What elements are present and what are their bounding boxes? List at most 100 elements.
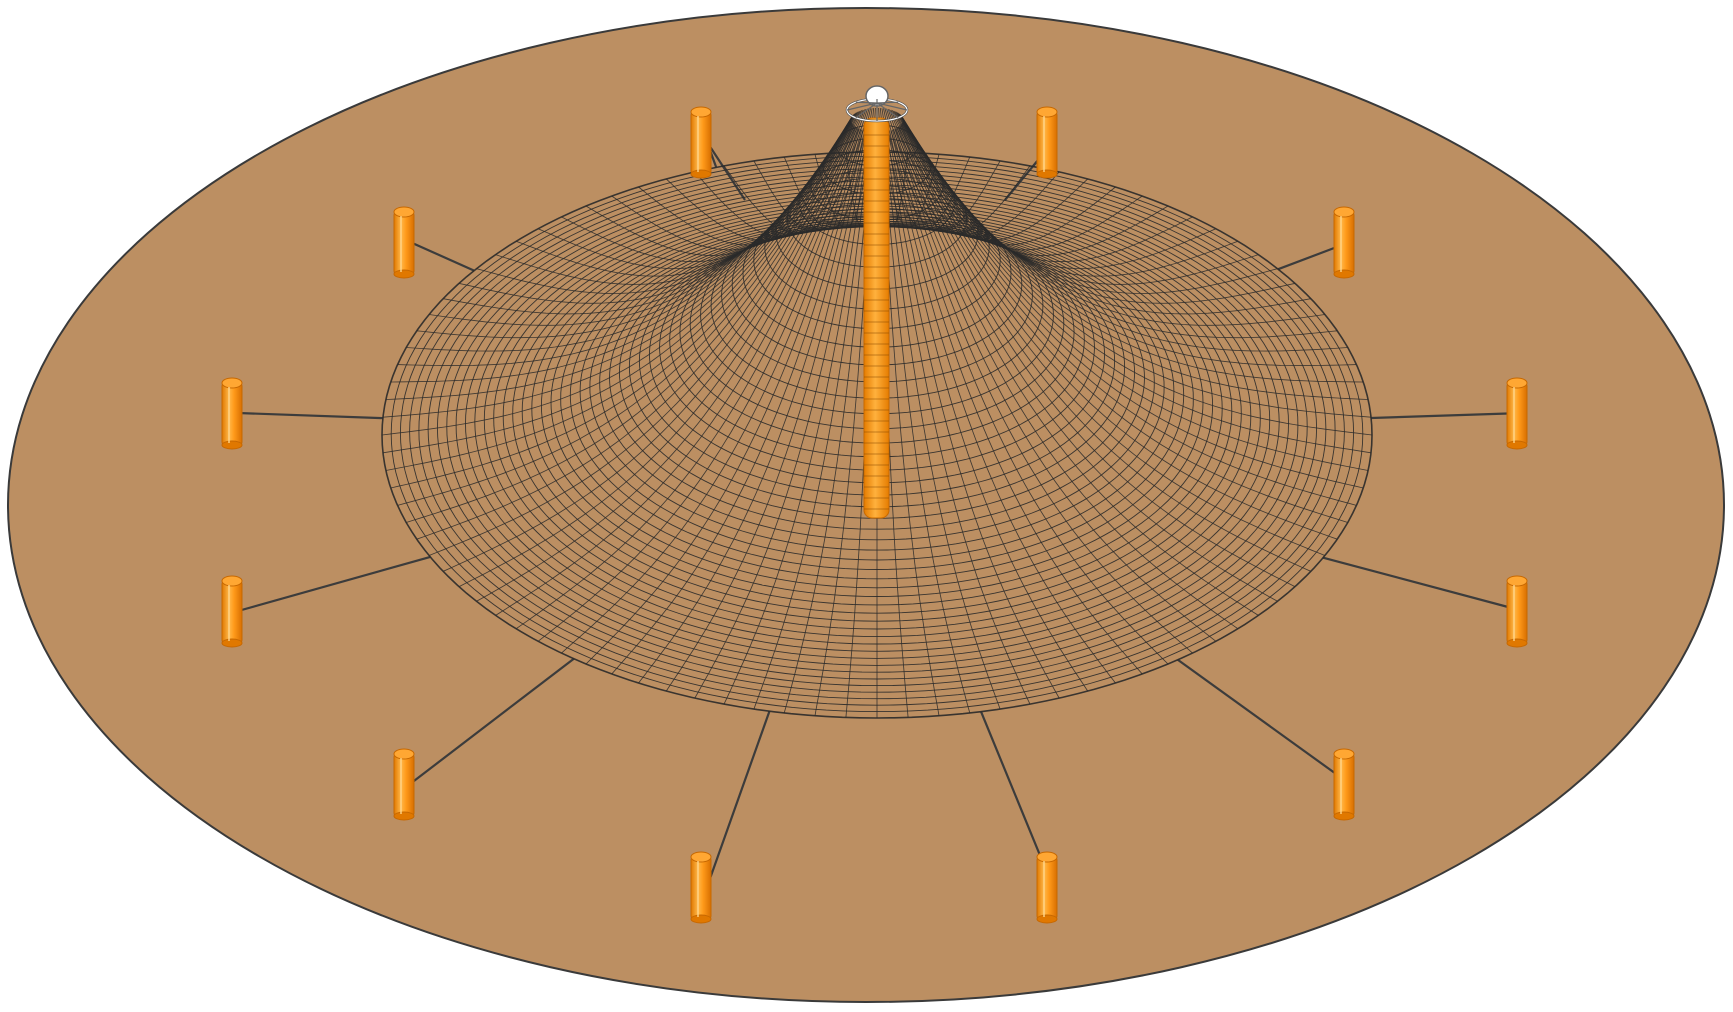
mesh-radial	[883, 108, 1001, 232]
anchor-post	[690, 851, 712, 924]
mesh-radial	[897, 126, 1278, 602]
mesh-radial	[900, 115, 1338, 339]
anchor-post-top	[1036, 851, 1058, 863]
guy-cable	[409, 240, 475, 272]
mesh-radial	[902, 118, 1372, 418]
mesh-radial	[890, 109, 1143, 251]
anchor-post-body	[690, 111, 712, 175]
mesh-radial	[561, 110, 861, 263]
mesh-radial	[723, 131, 870, 705]
mast-pole	[863, 117, 890, 519]
mesh-radial	[891, 129, 1169, 665]
anchor-post-top	[1506, 377, 1528, 389]
mesh-radial	[902, 120, 1372, 454]
mesh-radial	[495, 127, 858, 616]
mesh-radial	[694, 108, 868, 238]
mesh-radial	[428, 124, 854, 556]
mesh-radial	[753, 131, 871, 710]
mesh-radial	[515, 128, 859, 630]
mesh-radial	[638, 109, 865, 246]
head-spoke	[855, 101, 878, 104]
mesh-radial	[476, 126, 857, 602]
anchor-post-top	[1506, 575, 1528, 587]
mesh-radial	[516, 111, 859, 277]
mesh-radial	[611, 109, 864, 251]
mesh-radial	[753, 108, 871, 232]
anchor-post-body	[221, 382, 243, 446]
anchor-post-body	[1506, 580, 1528, 644]
mesh-radial	[886, 131, 1060, 699]
mesh-radial	[585, 129, 863, 665]
anchor-post-top	[690, 851, 712, 863]
mesh-radial	[561, 129, 861, 654]
anchor-post-top	[393, 748, 415, 760]
anchor-post-base	[690, 169, 712, 179]
guy-cables	[237, 141, 1524, 888]
anchor-post-top	[1333, 748, 1355, 760]
mesh-radial	[390, 121, 852, 489]
mesh-radial	[638, 130, 865, 684]
anchor-post-body	[1506, 382, 1528, 446]
mesh-radial	[894, 128, 1217, 642]
anchor-post-base	[690, 914, 712, 924]
mesh-radial	[902, 117, 1364, 383]
anchor-post-body	[1333, 753, 1355, 817]
mesh-radial	[895, 128, 1239, 630]
mesh-radial	[443, 125, 855, 572]
anchor-post-top	[1036, 106, 1058, 118]
guy-cable	[1322, 556, 1524, 613]
mesh-radial	[385, 121, 852, 471]
mesh-radial	[459, 113, 856, 304]
mesh-radial	[890, 129, 1143, 675]
mesh-radial	[895, 111, 1238, 277]
mesh-radial	[783, 131, 873, 714]
mesh-radial	[886, 108, 1060, 238]
mesh-radial	[900, 124, 1326, 556]
mesh-radial	[881, 108, 971, 230]
anchor-post-base	[221, 440, 243, 450]
mesh-radial	[382, 118, 852, 418]
anchor-post-top	[221, 575, 243, 587]
anchor-post-base	[393, 811, 415, 821]
anchor-post-body	[1036, 111, 1058, 175]
mast-head-ring	[845, 85, 909, 123]
head-spoke	[876, 101, 899, 104]
anchor-post-top	[690, 106, 712, 118]
anchor-post	[1036, 851, 1058, 924]
anchor-post	[393, 206, 415, 279]
mesh-radial	[901, 116, 1357, 367]
anchor-post	[393, 748, 415, 821]
anchor-post-base	[1333, 811, 1355, 821]
mesh-radial	[694, 131, 868, 699]
mesh-radial	[902, 121, 1369, 471]
mesh-radial	[901, 116, 1348, 352]
anchor-post-base	[1036, 169, 1058, 179]
head-spoke	[855, 102, 878, 119]
guy-cable	[237, 555, 431, 613]
anchor-post-base	[393, 269, 415, 279]
anchor-post-body	[393, 753, 415, 817]
head-spoke	[876, 102, 908, 111]
mesh-radial	[382, 120, 852, 454]
mesh-radial	[902, 118, 1369, 400]
mesh-radial	[899, 125, 1311, 572]
mesh-radial	[397, 122, 853, 506]
mesh-radial	[893, 129, 1193, 654]
guy-cable	[1177, 658, 1351, 785]
mesh-radial	[881, 131, 971, 714]
mesh-radial	[385, 118, 852, 400]
anchor-post-base	[1333, 269, 1355, 279]
tent-membrane-mesh	[381, 107, 1373, 719]
anchor-post-top	[1333, 206, 1355, 218]
anchor-post-top	[393, 206, 415, 218]
anchor-post-body	[690, 856, 712, 920]
anchor-posts	[221, 106, 1528, 924]
mesh-radial	[891, 110, 1169, 256]
anchor-post	[1333, 748, 1355, 821]
anchor-post	[221, 377, 243, 450]
mesh-radial	[900, 124, 1338, 540]
anchor-post	[221, 575, 243, 648]
mesh-radial	[884, 131, 1031, 705]
anchor-post-body	[221, 580, 243, 644]
